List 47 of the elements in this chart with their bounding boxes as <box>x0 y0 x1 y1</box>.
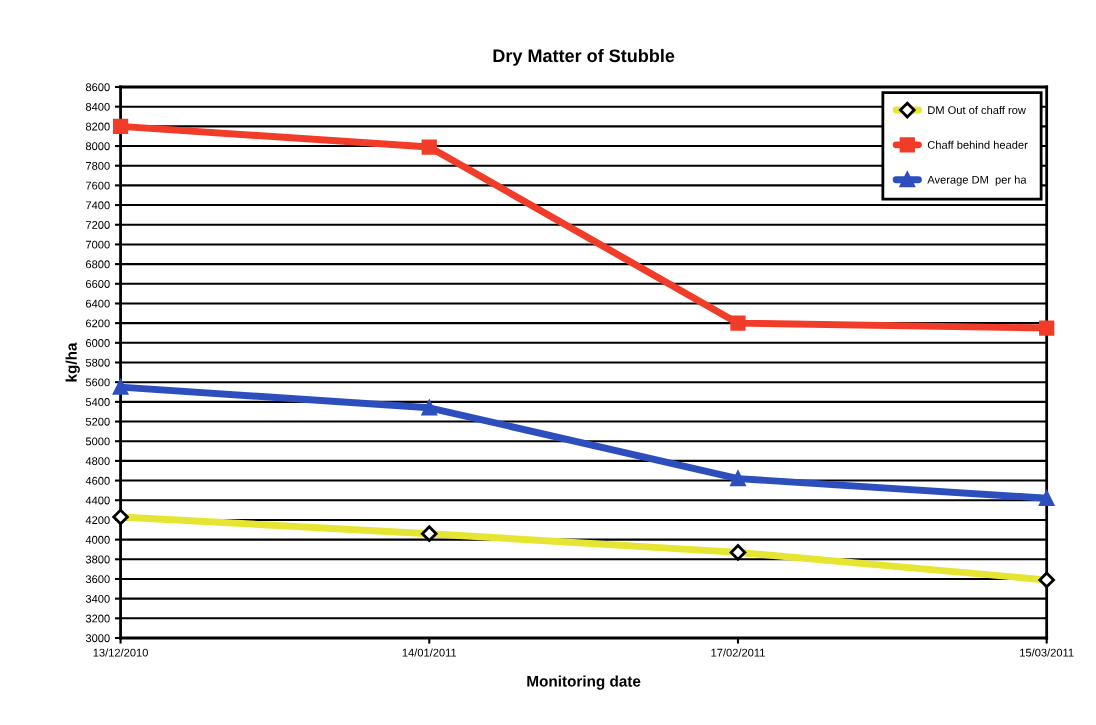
y-tick-label: 6800 <box>85 260 110 269</box>
y-axis-title: kg/ha <box>65 342 80 382</box>
y-tick-label: 7400 <box>86 201 110 210</box>
y-tick-label: 8400 <box>85 102 110 111</box>
point <box>112 118 129 134</box>
y-tick-label: 3200 <box>85 614 110 623</box>
x-axis-title: Monitoring date <box>527 675 641 690</box>
y-tick-label: 7600 <box>86 181 110 190</box>
y-tick-label: 3400 <box>85 594 110 603</box>
legend-label: DM Out of chaff row <box>928 105 1026 115</box>
legend-label: Average DM per ha <box>927 175 1027 186</box>
y-tick-label: 4000 <box>85 535 110 544</box>
y-tick-label: 6600 <box>85 280 110 288</box>
y-tick-label: 6000 <box>85 339 110 347</box>
x-tick-label: 17/02/2011 <box>711 648 765 657</box>
x-tick-label: 13/12/2010 <box>93 648 148 657</box>
y-tick-label: 7000 <box>86 240 110 249</box>
chart-title: Dry Matter of Stubble <box>493 48 675 66</box>
y-tick-label: 5800 <box>85 358 110 367</box>
point <box>730 470 746 487</box>
y-tick-label: 3800 <box>85 555 110 564</box>
point <box>421 400 437 416</box>
y-tick-label: 5600 <box>85 378 110 387</box>
x-tick-label: 15/03/2011 <box>1020 648 1074 657</box>
point <box>421 139 437 155</box>
point <box>1039 490 1055 506</box>
y-tick-label: 8600 <box>85 83 110 92</box>
y-tick-label: 8000 <box>85 142 110 151</box>
y-tick-label: 8200 <box>85 122 110 131</box>
y-tick-label: 4200 <box>85 516 110 525</box>
y-tick-label: 5200 <box>85 417 110 426</box>
point <box>730 315 746 331</box>
y-tick-label: 6400 <box>85 299 110 308</box>
y-tick-label: 7800 <box>86 161 110 170</box>
y-tick-label: 6200 <box>85 319 110 328</box>
point <box>112 379 129 395</box>
y-tick-label: 4600 <box>85 476 110 485</box>
y-tick-label: 3000 <box>85 634 110 643</box>
point <box>1039 320 1055 336</box>
x-tick-label: 14/01/2011 <box>402 648 457 657</box>
y-tick-label: 7200 <box>86 221 110 229</box>
legend-label: Chaff behind header <box>927 140 1028 149</box>
y-tick-label: 4800 <box>85 457 110 466</box>
y-tick-label: 5000 <box>85 437 110 446</box>
y-tick-label: 5400 <box>85 398 110 406</box>
y-tick-label: 3600 <box>85 575 110 584</box>
y-tick-label: 4400 <box>85 496 110 505</box>
